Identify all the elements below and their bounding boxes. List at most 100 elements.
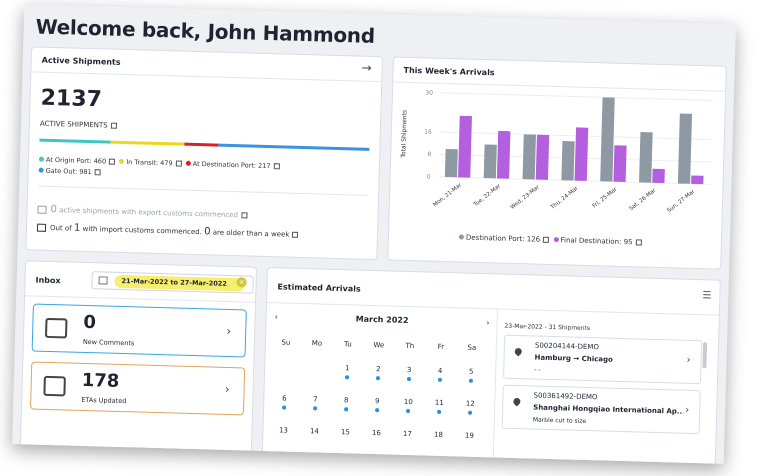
calendar-header: ‹ March 2022 › (275, 312, 490, 327)
arrivals-bar-chart: 0 8 16 30 Total Shipments Mon, 21-Mar Tue, 22-… (400, 89, 713, 214)
shipment-card[interactable]: S00204144-DEMO Hamburg → Chicago - - › (503, 334, 703, 385)
legend-final-destination[interactable]: Final Destination: 95 (560, 236, 633, 247)
calendar-day[interactable]: 12 (460, 399, 480, 415)
weekday-label: Su (281, 338, 291, 347)
bar-destination-port (677, 113, 693, 184)
shipment-note: Marble cut to size (532, 416, 587, 425)
shipment-note: - - (534, 366, 541, 374)
chevron-right-icon[interactable]: › (226, 323, 232, 339)
chevron-right-icon[interactable]: › (224, 381, 230, 397)
legend-gate-out[interactable]: Gate Out: 981 (45, 166, 92, 177)
scrollbar[interactable] (702, 342, 708, 369)
import-post: are older than a week (212, 228, 290, 239)
import-customs-row: Out of 1 with import customs commenced. … (36, 222, 299, 240)
bar-destination-port (600, 97, 615, 182)
external-link-icon[interactable] (94, 169, 101, 176)
bar-transit (110, 140, 185, 146)
calendar-day[interactable]: 11 (429, 399, 449, 415)
calendar-day[interactable]: 9 (367, 397, 387, 413)
arrival-dot-icon (313, 406, 318, 411)
export-count: 0 (50, 203, 58, 216)
clear-icon[interactable]: × (236, 277, 247, 288)
calendar-day-number: 5 (468, 367, 474, 376)
bar-final-destination (496, 130, 511, 179)
calendar-day-number: 9 (374, 397, 380, 406)
date-range-picker[interactable]: 21-Mar-2022 to 27-Mar-2022 × (91, 271, 254, 294)
divider (31, 71, 382, 83)
calendar-day[interactable]: 3 (399, 366, 419, 382)
calendar-day[interactable]: 18 (428, 431, 448, 440)
shipment-list-header: 23-Mar-2022 - 31 Shipments (504, 322, 591, 333)
calendar-day-number: 13 (278, 426, 289, 435)
weekday-label: Mo (311, 339, 323, 348)
y-tick-label: 16 (424, 129, 432, 136)
external-link-icon[interactable] (292, 231, 299, 238)
calendar-day[interactable]: 19 (459, 431, 479, 440)
x-tick-label: Sat, 26-Mar (629, 187, 658, 212)
external-link-icon[interactable] (175, 160, 182, 167)
y-tick-label: 8 (427, 151, 431, 158)
external-link-icon[interactable] (240, 212, 248, 219)
date-range-value[interactable]: 21-Mar-2022 to 27-Mar-2022 (114, 274, 246, 292)
calendar-day-number: 14 (309, 427, 320, 436)
legend-origin[interactable]: At Origin Port: 460 (45, 155, 107, 166)
inbox-tray-icon (44, 317, 68, 339)
calendar-day[interactable]: 17 (397, 430, 417, 439)
calendar-day[interactable]: 5 (461, 367, 481, 383)
active-shipments-label: ACTIVE SHIPMENTS (39, 119, 108, 130)
calendar-day[interactable]: 2 (368, 365, 388, 381)
arrival-dot-icon (375, 376, 381, 381)
calendar-day-number: 16 (371, 429, 382, 438)
legend-destination-port[interactable]: Destination Port: 126 (465, 233, 541, 244)
external-link-icon[interactable] (635, 239, 642, 246)
chevron-right-icon[interactable]: › (686, 354, 691, 366)
status-legend-row2: Gate Out: 981 (38, 166, 101, 177)
y-tick-label: 30 (425, 89, 433, 96)
shipment-card[interactable]: S00361492-DEMO Shanghai Hongqiao Interna… (501, 384, 701, 435)
legend-transit[interactable]: In Transit: 479 (126, 158, 173, 168)
arrow-right-icon[interactable]: → (361, 60, 372, 75)
new-comments-tile[interactable]: 0 New Comments › (31, 303, 247, 358)
transit-dot-icon (119, 158, 125, 164)
chevron-right-icon[interactable]: › (486, 318, 490, 328)
bar-destination (184, 142, 218, 147)
location-pin-icon (513, 346, 524, 357)
calendar-day-number: 18 (433, 430, 443, 439)
destination-dot-icon (185, 160, 191, 166)
calendar-day[interactable]: 7 (305, 395, 325, 411)
calendar-day-number: 1 (344, 364, 350, 373)
arrival-dot-icon (344, 407, 349, 412)
calendar-icon (98, 276, 108, 285)
legend-destination[interactable]: At Destination Port: 217 (192, 159, 271, 171)
external-link-icon[interactable] (273, 163, 280, 170)
destination-port-dot-icon (458, 234, 465, 240)
export-customs-row: 0 active shipments with export customs c… (37, 203, 248, 221)
calendar-day[interactable]: 8 (336, 396, 356, 412)
calendar-day[interactable]: 15 (335, 428, 355, 437)
calendar-day[interactable]: 13 (273, 426, 293, 435)
arrival-dot-icon (468, 378, 473, 383)
external-link-icon[interactable] (109, 158, 116, 165)
calendar-day[interactable]: 14 (304, 427, 324, 436)
calendar-day[interactable]: 6 (274, 394, 294, 410)
calendar-day[interactable]: 4 (430, 367, 450, 383)
calendar-grid: Su Mo Tu We Th Fr Sa 1 2 3 4 5 6 7 8 9 10 11 12 13 14 15 16 17 1… (268, 268, 720, 439)
calendar-day[interactable]: 1 (337, 364, 357, 380)
calendar-day-number: 11 (434, 398, 444, 408)
divider (38, 185, 369, 196)
bar-destination-port (483, 144, 497, 179)
customs-icon (37, 205, 47, 214)
filter-icon[interactable]: ☰ (702, 290, 712, 302)
calendar-day[interactable]: 10 (398, 398, 418, 414)
status-distribution-bar (39, 138, 370, 151)
x-tick-label: Tue, 22-Mar (472, 183, 502, 209)
etas-updated-tile[interactable]: 178 ETAs Updated › (29, 361, 246, 416)
chevron-right-icon[interactable]: › (685, 404, 690, 416)
external-link-icon[interactable] (543, 236, 550, 243)
etas-updated-label: ETAs Updated (81, 395, 127, 406)
arrival-dot-icon (282, 405, 287, 410)
external-link-icon[interactable] (110, 122, 117, 129)
divider (25, 295, 256, 303)
arrival-dot-icon (437, 377, 443, 382)
calendar-day[interactable]: 16 (366, 429, 386, 438)
